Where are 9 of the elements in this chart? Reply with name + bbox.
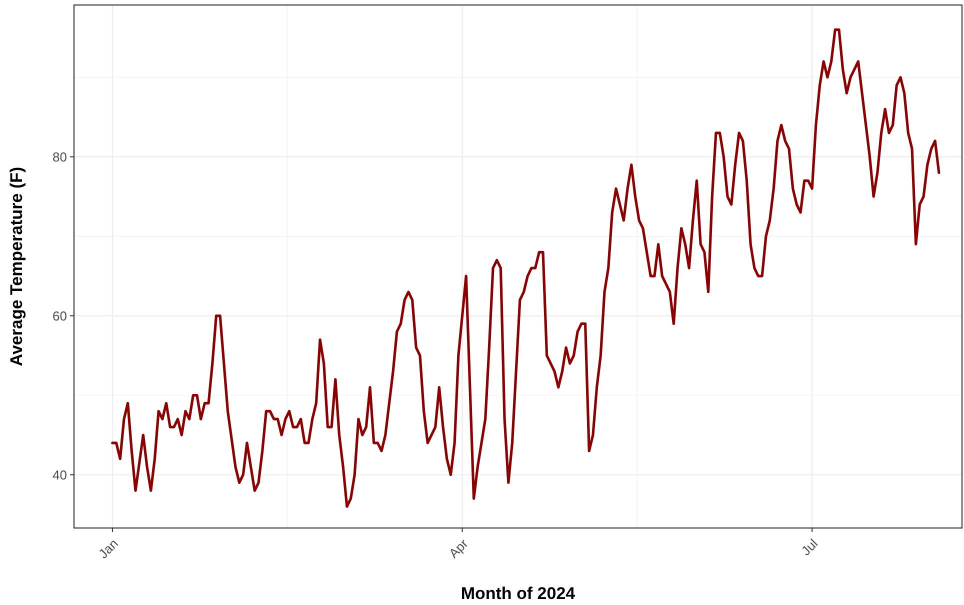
x-tick-label: Jan [96,536,121,562]
x-axis-title: Month of 2024 [460,584,576,603]
y-tick-label: 40 [52,467,67,482]
x-tick-label: Jul [798,536,821,558]
y-tick-label: 60 [52,308,67,324]
y-tick-label: 80 [52,149,67,164]
x-tick-label: Apr [446,535,472,561]
y-axis-title: Average Temperature (F) [7,166,26,366]
line-series [111,28,940,508]
